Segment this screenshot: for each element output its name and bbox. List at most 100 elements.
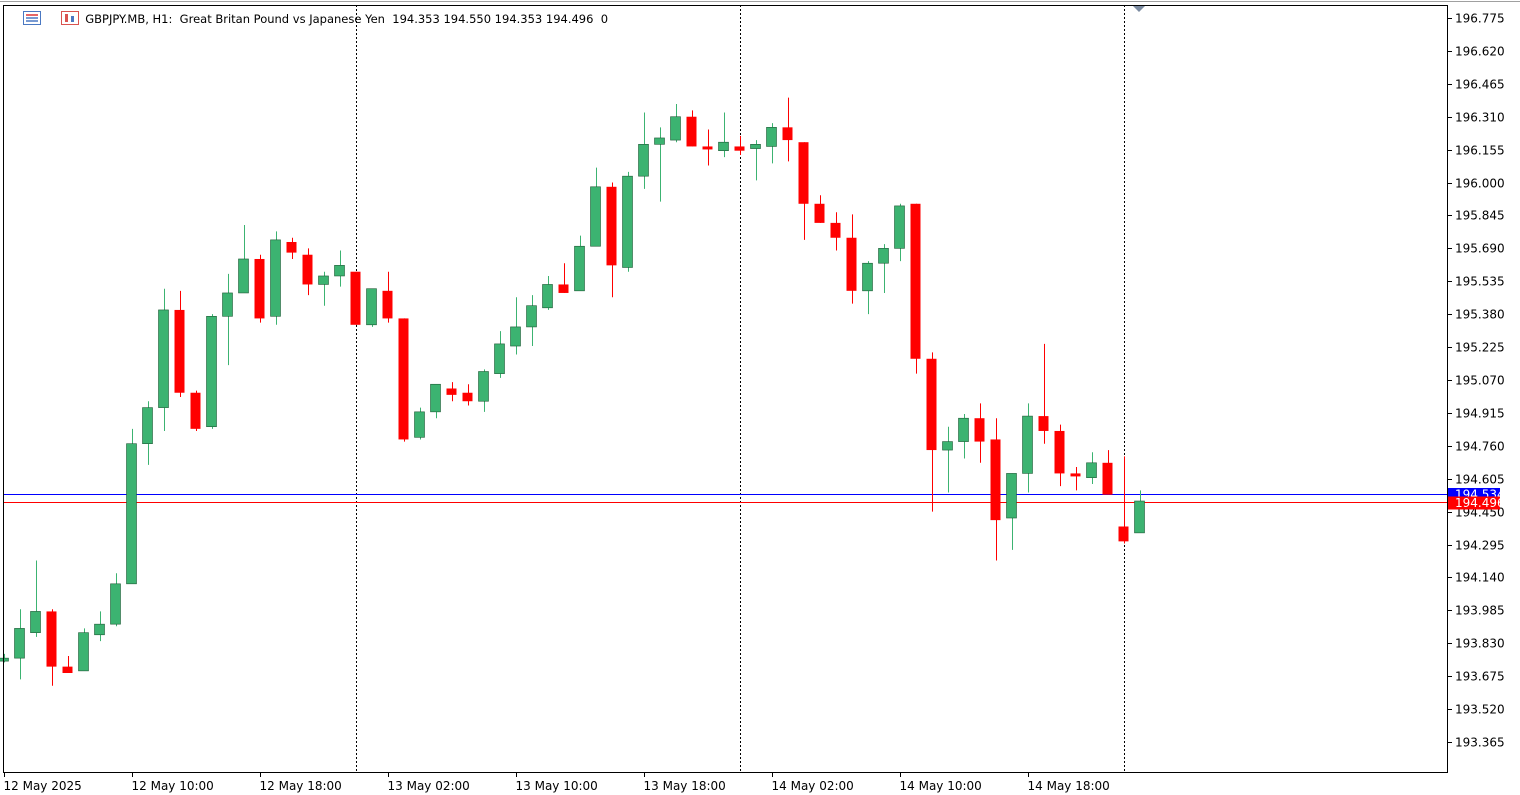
x-tick-label: 13 May 02:00	[388, 779, 470, 793]
time-axis[interactable]: 12 May 2025 12 May 10:00 12 May 18:00 13 Ma…	[4, 773, 1110, 793]
candle-bull	[894, 203, 905, 262]
candle-bull	[206, 314, 217, 429]
candle-body	[270, 239, 281, 317]
candle-body	[1054, 430, 1065, 474]
candle-body	[1070, 473, 1081, 477]
candle-bull	[862, 261, 873, 315]
candle-body	[862, 262, 873, 292]
candle-body	[638, 144, 649, 177]
y-tick-label: 196.620	[1455, 45, 1505, 59]
candle-bull	[238, 225, 249, 294]
y-tick-label: 195.535	[1455, 275, 1505, 289]
x-tick-label: 14 May 10:00	[900, 779, 982, 793]
candle-body	[0, 657, 9, 662]
candle-body	[30, 611, 41, 633]
candle-bull	[1022, 403, 1033, 493]
candle-bear	[190, 390, 201, 431]
candle-body	[1022, 415, 1033, 474]
y-tick-label: 195.845	[1455, 209, 1505, 223]
candle-bull	[414, 407, 425, 440]
candle-body	[126, 443, 137, 585]
candle-body	[462, 392, 473, 402]
candle-body	[622, 175, 633, 268]
candle-body	[526, 305, 537, 328]
candle-bear	[926, 352, 937, 512]
candle-body	[542, 284, 553, 309]
symbol-info: GBPJPY.MB, H1: Great Britan Pound vs Jap…	[85, 12, 609, 26]
chart-icon[interactable]	[47, 0, 80, 42]
candle-bull	[94, 611, 105, 642]
candle-bear	[846, 214, 857, 304]
candle-bull	[878, 244, 889, 293]
candle-bull	[1006, 473, 1017, 550]
price-axis[interactable]: 196.775 196.620 196.465 196.310 196.155 196.0…	[1448, 12, 1505, 750]
y-tick-label: 194.605	[1455, 473, 1505, 487]
y-tick-label: 194.295	[1455, 539, 1505, 553]
candle-bear	[446, 382, 457, 402]
candle-bull	[430, 383, 441, 419]
candle-bear	[382, 271, 393, 323]
candle-bull	[142, 401, 153, 465]
candle-bull	[766, 123, 777, 164]
y-tick-label: 195.225	[1455, 341, 1505, 355]
y-tick-label: 193.675	[1455, 670, 1505, 684]
chart-header: GBPJPY.MB, H1: Great Britan Pound vs Jap…	[8, 10, 608, 28]
candle-body	[478, 371, 489, 402]
candle-bull	[158, 288, 169, 431]
candle-body	[734, 146, 745, 151]
candle-body	[158, 309, 169, 408]
candles	[0, 97, 1145, 686]
candle-body	[750, 144, 761, 149]
candle-bull	[126, 428, 137, 585]
candle-body	[590, 186, 601, 247]
y-tick-label: 193.830	[1455, 637, 1505, 651]
candle-bull	[1134, 490, 1145, 534]
candle-body	[782, 127, 793, 141]
candle-body	[830, 222, 841, 238]
candle-bull	[654, 127, 665, 202]
candle-body	[798, 142, 809, 204]
candle-bear	[974, 403, 985, 463]
candle-body	[414, 411, 425, 438]
candle-bear	[798, 142, 809, 240]
candle-bull	[270, 231, 281, 325]
candle-bull	[638, 112, 649, 189]
y-tick-label: 195.690	[1455, 242, 1505, 256]
candle-bear	[286, 237, 297, 259]
candle-body	[350, 271, 361, 325]
candle-bear	[702, 129, 713, 166]
candle-bear	[1054, 424, 1065, 487]
candle-bear	[174, 290, 185, 397]
candle-body	[14, 628, 25, 659]
candle-body	[142, 407, 153, 444]
candle-body	[366, 288, 377, 326]
candle-bull	[1086, 452, 1097, 485]
candle-body	[558, 284, 569, 293]
candle-body	[302, 254, 313, 285]
candle-bull	[542, 275, 553, 310]
candle-body	[894, 205, 905, 249]
candle-body	[718, 141, 729, 151]
candle-bear	[302, 248, 313, 296]
candle-bull	[750, 140, 761, 181]
candle-body	[430, 383, 441, 413]
x-tick-label: 14 May 18:00	[1028, 779, 1110, 793]
candle-bull	[718, 112, 729, 158]
candle-bear	[606, 182, 617, 298]
y-tick-label: 194.760	[1455, 440, 1505, 454]
x-tick-label: 12 May 2025	[4, 779, 82, 793]
candle-body	[814, 203, 825, 223]
candle-bear	[398, 318, 409, 442]
y-tick-label: 195.380	[1455, 308, 1505, 322]
y-tick-label: 195.070	[1455, 374, 1505, 388]
candle-bull	[318, 271, 329, 306]
list-icon[interactable]	[8, 0, 41, 42]
candle-body	[702, 146, 713, 150]
candle-body	[1102, 462, 1113, 495]
day-separators	[356, 5, 1125, 773]
candle-bull	[942, 426, 953, 493]
chart-frame	[0, 1, 1520, 773]
candle-body	[1118, 526, 1129, 542]
candle-body	[878, 248, 889, 264]
